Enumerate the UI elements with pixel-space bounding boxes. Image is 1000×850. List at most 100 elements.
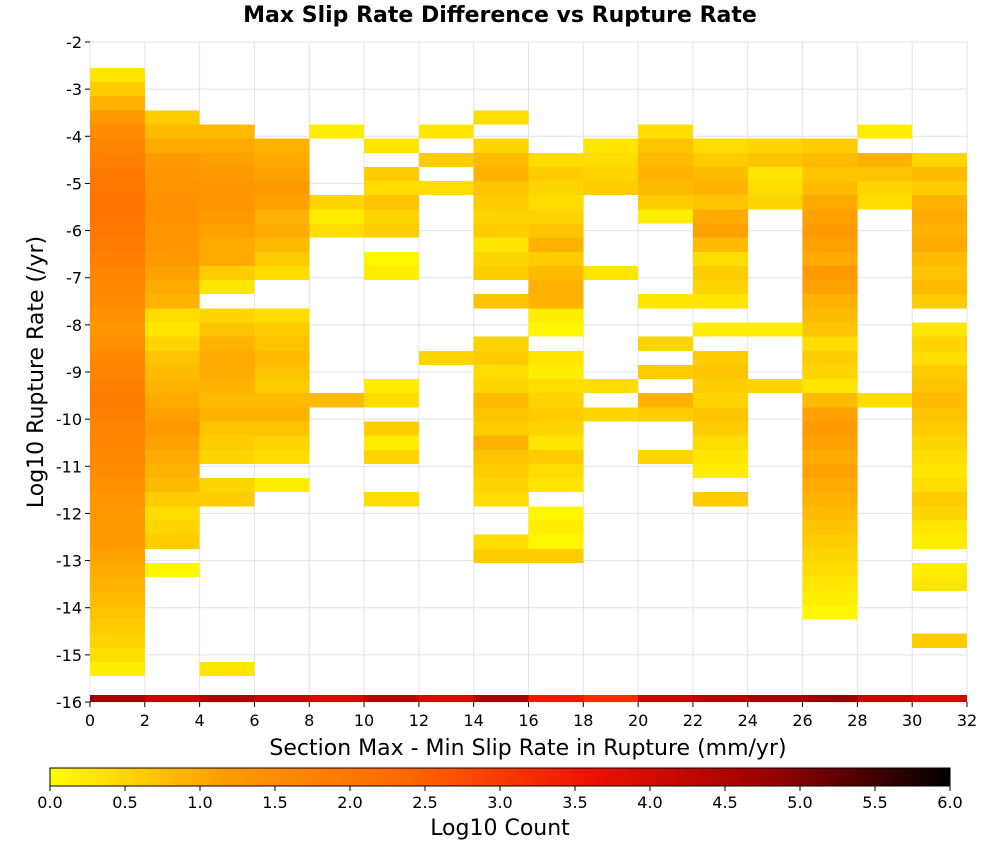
heatmap-cell: [692, 265, 748, 281]
heatmap-cell: [199, 237, 255, 252]
heatmap-cell: [802, 322, 858, 337]
heatmap-cell: [857, 181, 913, 196]
heatmap-cell: [364, 209, 419, 224]
heatmap-cell: [802, 534, 858, 549]
heatmap-cell: [912, 492, 967, 507]
heatmap-cell: [144, 110, 200, 125]
heatmap-cell: [254, 364, 310, 380]
heatmap-cell: [199, 209, 255, 224]
heatmap-cell: [364, 393, 419, 408]
heatmap-cell: [144, 209, 200, 224]
heatmap-cell: [692, 449, 748, 464]
heatmap-cell: [802, 294, 858, 309]
heatmap-cell: [692, 463, 748, 479]
heatmap-cell: [912, 336, 967, 351]
heatmap-cell: [528, 435, 584, 450]
heatmap-cell: [90, 364, 145, 380]
heatmap-cell: [309, 393, 365, 408]
heatmap-cell: [638, 393, 693, 408]
heatmap-cell: [199, 251, 255, 266]
heatmap-cell: [254, 336, 310, 351]
heatmap-cell: [747, 152, 803, 167]
heatmap-cell: [473, 152, 529, 167]
heatmap-cell: [528, 478, 584, 493]
heatmap-cell: [692, 280, 748, 295]
heatmap-cell: [473, 166, 529, 182]
colorbar-tick-label: 0.5: [112, 793, 137, 812]
heatmap-cell: [199, 435, 255, 450]
heatmap-cell: [638, 449, 693, 464]
heatmap-cell: [90, 647, 145, 662]
heatmap-cell: [802, 350, 858, 365]
heatmap-cell: [90, 478, 145, 493]
heatmap-cell: [638, 166, 693, 182]
colorbar-tick-label: 2.5: [412, 793, 437, 812]
heatmap-cell: [199, 138, 255, 153]
heatmap-cell: [692, 181, 748, 196]
heatmap-cell: [802, 308, 858, 323]
heatmap-cell: [802, 463, 858, 479]
heatmap-cell: [473, 492, 529, 507]
y-tick-label: -3: [66, 80, 82, 99]
heatmap-cell: [254, 237, 310, 252]
y-tick-label: -7: [66, 269, 82, 288]
x-tick-label: 16: [518, 711, 538, 730]
heatmap-cell: [528, 294, 584, 309]
heatmap-cell: [802, 209, 858, 224]
heatmap-cell: [144, 364, 200, 380]
heatmap-cell: [309, 223, 365, 238]
colorbar-tick-label: 4.5: [712, 793, 737, 812]
heatmap-cell: [90, 350, 145, 365]
heatmap-cell: [528, 322, 584, 337]
heatmap-cell: [418, 152, 474, 167]
heatmap-cell: [912, 421, 967, 436]
heatmap-cell: [364, 138, 419, 153]
heatmap-cell: [912, 166, 967, 182]
heatmap-cell: [802, 379, 858, 394]
heatmap-cell: [692, 393, 748, 408]
heatmap-cell: [692, 492, 748, 507]
heatmap-cell: [473, 694, 529, 702]
heatmap-cell: [90, 294, 145, 309]
heatmap-cell: [90, 694, 145, 702]
heatmap-cell: [90, 562, 145, 578]
heatmap-cell: [144, 265, 200, 281]
heatmap-cell: [144, 280, 200, 295]
heatmap-cell: [144, 166, 200, 182]
heatmap-cell: [747, 138, 803, 153]
heatmap-cell: [90, 393, 145, 408]
heatmap-cell: [912, 633, 967, 648]
heatmap-cell: [254, 265, 310, 281]
x-tick-label: 30: [902, 711, 922, 730]
heatmap-cell: [802, 548, 858, 563]
heatmap-cell: [747, 694, 803, 702]
heatmap-cell: [90, 435, 145, 450]
heatmap-cell: [802, 407, 858, 422]
heatmap-cell: [473, 110, 529, 125]
heatmap-cell: [90, 421, 145, 436]
heatmap-cell: [144, 124, 200, 139]
x-tick-label: 12: [409, 711, 429, 730]
x-tick-label: 0: [85, 711, 95, 730]
heatmap-cell: [747, 195, 803, 210]
heatmap-cell: [473, 463, 529, 479]
y-tick-label: -12: [56, 504, 82, 523]
heatmap-cell: [583, 407, 639, 422]
heatmap-cell: [90, 605, 145, 620]
heatmap-cell: [912, 237, 967, 252]
x-axis-ticks: 0 2 4 6 8 10 12 14 16 18 20 22 24 26 28 30 32: [85, 702, 977, 730]
heatmap-cell: [473, 294, 529, 309]
heatmap-cell: [144, 336, 200, 351]
heatmap-cell: [583, 138, 639, 153]
heatmap-cell: [747, 181, 803, 196]
heatmap-cell: [144, 322, 200, 337]
heatmap-cell: [144, 379, 200, 394]
heatmap-cell: [912, 435, 967, 450]
heatmap-cell: [90, 520, 145, 535]
heatmap-cell: [802, 223, 858, 238]
y-tick-label: -14: [56, 599, 82, 618]
heatmap-cell: [364, 492, 419, 507]
heatmap-cell: [638, 336, 693, 351]
heatmap-cell: [528, 421, 584, 436]
heatmap-cell: [254, 435, 310, 450]
